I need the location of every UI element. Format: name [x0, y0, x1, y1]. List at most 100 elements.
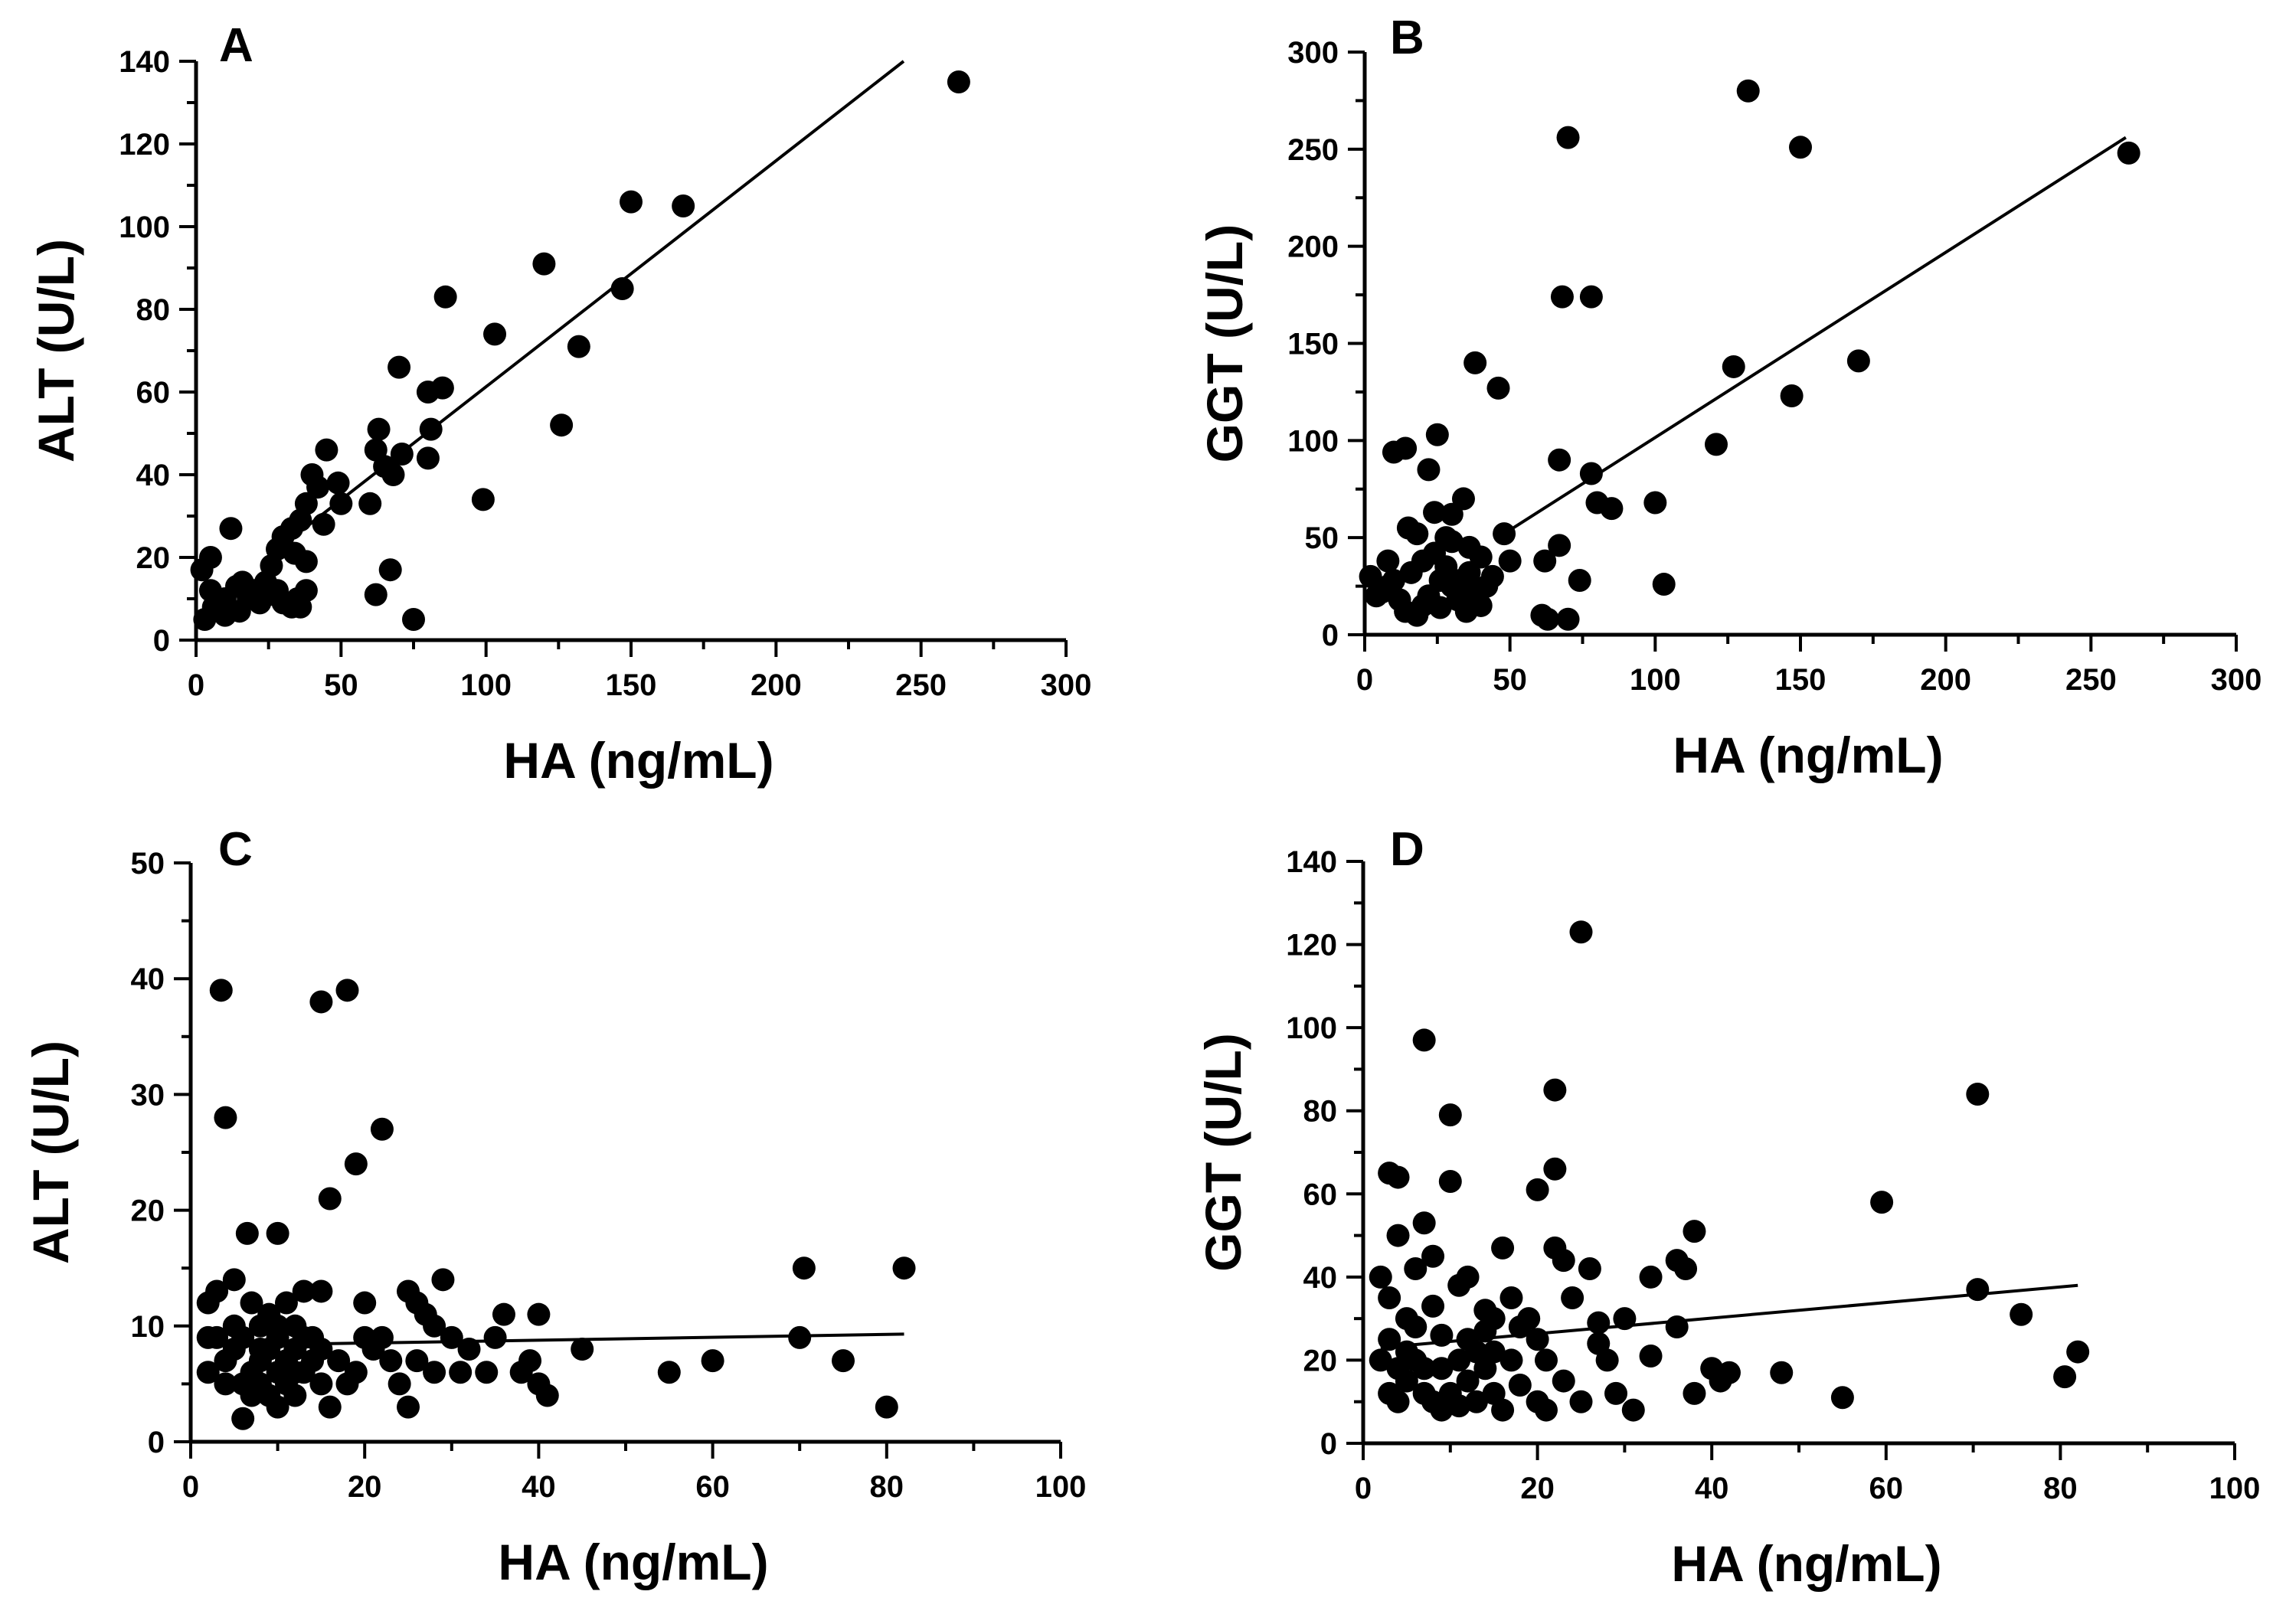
y-tick-label: 0 — [1320, 1427, 1337, 1461]
data-point — [1526, 1328, 1549, 1351]
data-point — [1376, 549, 1400, 573]
data-point — [1404, 1257, 1428, 1280]
x-tick-label: 60 — [695, 1470, 730, 1504]
data-point — [1378, 1286, 1401, 1309]
panel-c: 0 10 20 30 40 50 0 20 40 60 80 100 HA (ng/mL) ALT (U/… — [22, 823, 1086, 1590]
data-point — [1386, 1224, 1410, 1247]
data-point — [1464, 1340, 1488, 1364]
data-point — [1643, 491, 1667, 515]
data-point — [1480, 564, 1504, 588]
y-tick-label: 50 — [1305, 521, 1339, 555]
data-point — [1464, 1390, 1488, 1413]
data-point — [283, 1361, 307, 1384]
y-tick-label: 100 — [1287, 424, 1339, 458]
data-point — [193, 608, 217, 631]
data-point — [423, 1361, 446, 1384]
y-tick-label: 40 — [131, 962, 165, 996]
y-axis-title: ALT (U/L) — [22, 1041, 79, 1264]
y-tick-label: 20 — [136, 541, 171, 575]
data-point — [1386, 1165, 1410, 1189]
data-point — [1493, 522, 1516, 546]
x-tick-label: 60 — [1869, 1472, 1904, 1505]
x-tick-label: 250 — [895, 668, 947, 702]
data-point — [1569, 1390, 1593, 1413]
x-axis-title: HA (ng/mL) — [503, 732, 773, 789]
data-point — [240, 1291, 263, 1315]
data-point — [947, 70, 970, 93]
data-point — [440, 1325, 463, 1349]
data-point — [1508, 1374, 1532, 1397]
data-point — [1717, 1361, 1741, 1384]
data-point — [253, 570, 277, 594]
x-tick-label: 300 — [2211, 663, 2262, 697]
data-point — [2053, 1365, 2077, 1389]
data-point — [1456, 1369, 1480, 1393]
data-point — [309, 1338, 333, 1361]
panel-d: 0 20 40 60 80 100 120 140 0 20 40 60 80 100 HA (ng/mL)… — [1195, 823, 2260, 1592]
y-tick-label: 120 — [119, 128, 170, 162]
data-point — [1499, 1348, 1523, 1372]
data-point — [1548, 534, 1571, 557]
data-point — [1535, 607, 1559, 631]
x-tick-label: 100 — [2209, 1472, 2261, 1505]
data-point — [1556, 607, 1580, 631]
data-point — [209, 979, 233, 1002]
data-point — [567, 335, 590, 358]
x-tick-label: 0 — [1356, 663, 1373, 697]
x-tick-label: 80 — [2043, 1472, 2078, 1505]
data-point — [2117, 141, 2140, 165]
x-axis-title: HA (ng/mL) — [1671, 1535, 1941, 1592]
x-axis-title: HA (ng/mL) — [1673, 727, 1943, 783]
x-tick-label: 150 — [1775, 663, 1827, 697]
data-point — [1556, 126, 1580, 149]
x-tick-label: 100 — [460, 668, 512, 702]
y-tick-label: 150 — [1287, 328, 1339, 361]
y-tick-label: 100 — [119, 211, 170, 244]
data-point — [475, 1361, 499, 1384]
data-point — [405, 1349, 429, 1373]
y-tick-label: 200 — [1287, 230, 1339, 264]
data-point — [483, 1325, 507, 1349]
data-point — [430, 376, 454, 400]
data-point — [457, 1338, 481, 1361]
data-point — [1534, 1398, 1558, 1422]
data-point — [431, 1268, 455, 1292]
data-point — [1430, 1323, 1454, 1347]
data-point — [832, 1349, 855, 1373]
data-point — [792, 1256, 816, 1280]
y-axis-title: GGT (U/L) — [1195, 1033, 1251, 1272]
data-point — [214, 1372, 237, 1396]
data-point — [1463, 351, 1487, 374]
data-point — [492, 1302, 515, 1326]
y-tick-label: 100 — [1286, 1011, 1337, 1045]
data-point — [1369, 1265, 1392, 1289]
data-point — [1457, 560, 1481, 584]
panel-letter: C — [218, 823, 253, 876]
data-point — [379, 1349, 403, 1373]
data-point — [1491, 1398, 1515, 1422]
y-axis-title: ALT (U/L) — [28, 239, 84, 462]
data-point — [875, 1395, 898, 1419]
data-point — [1595, 1348, 1619, 1372]
x-tick-label: 50 — [1493, 663, 1527, 697]
data-point — [1683, 1381, 1706, 1405]
data-point — [214, 1106, 237, 1129]
data-point — [196, 1325, 220, 1349]
data-point — [1498, 549, 1522, 573]
x-tick-label: 40 — [1695, 1472, 1729, 1505]
data-point — [1491, 1236, 1515, 1260]
y-tick-label: 0 — [148, 1426, 165, 1459]
data-point — [2066, 1340, 2090, 1364]
data-point — [1447, 1394, 1471, 1418]
data-point — [353, 1325, 377, 1349]
data-point — [1552, 1249, 1575, 1273]
x-tick-label: 200 — [1920, 663, 1971, 697]
y-tick-label: 20 — [1303, 1344, 1338, 1377]
data-point — [1966, 1083, 1990, 1106]
y-tick-label: 60 — [1303, 1178, 1338, 1211]
x-tick-label: 20 — [1520, 1472, 1555, 1505]
y-tick-label: 40 — [1303, 1261, 1338, 1295]
data-point — [1600, 497, 1624, 521]
data-point — [378, 558, 402, 582]
data-point — [1621, 1398, 1645, 1422]
